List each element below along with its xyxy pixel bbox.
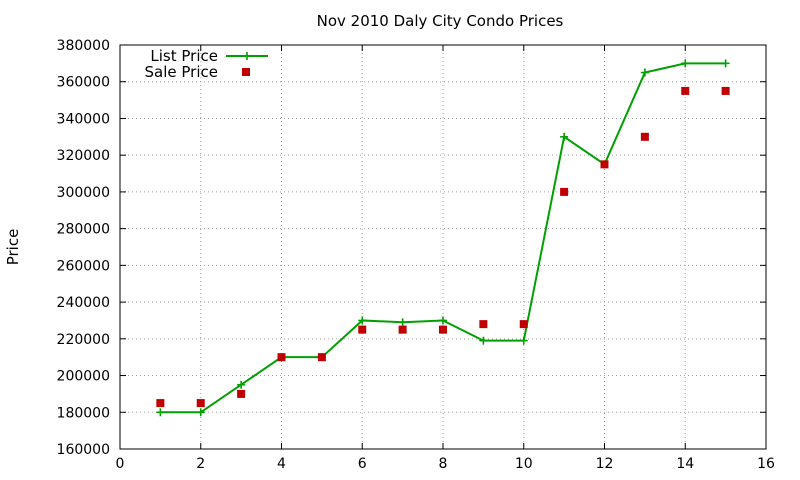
list-price-point xyxy=(358,316,367,325)
y-tick-label: 300000 xyxy=(57,185,110,201)
sale-price-point xyxy=(479,320,488,329)
x-tick-label: 14 xyxy=(676,456,694,472)
sale-price-point xyxy=(640,132,649,141)
x-tick-label: 0 xyxy=(116,456,125,472)
list-price-point xyxy=(196,408,205,417)
chart-title: Nov 2010 Daly City Condo Prices xyxy=(317,12,564,30)
list-price-point xyxy=(398,318,407,327)
sale-price-point xyxy=(317,353,326,362)
sale-price-point xyxy=(156,399,165,408)
sale-price-point xyxy=(560,187,569,196)
legend-square-marker xyxy=(242,68,250,76)
legend-label: List Price xyxy=(150,47,218,65)
x-tick-label: 2 xyxy=(196,456,205,472)
y-axis: 160000 180000 200000 220000 240000 260000 2800… xyxy=(57,38,766,458)
sale-price-point xyxy=(358,325,367,334)
legend-item: List Price xyxy=(150,47,268,65)
x-tick-label: 12 xyxy=(596,456,614,472)
list-price-point xyxy=(640,68,649,77)
x-tick-label: 8 xyxy=(439,456,448,472)
y-tick-label: 320000 xyxy=(57,148,110,164)
y-tick-label: 340000 xyxy=(57,111,110,127)
list-price-point xyxy=(681,59,690,68)
y-tick-label: 280000 xyxy=(57,222,110,238)
x-tick-label: 10 xyxy=(515,456,533,472)
y-tick-label: 360000 xyxy=(57,75,110,91)
sale-price-point xyxy=(519,320,528,329)
plot-series xyxy=(156,59,730,417)
sale-price-point xyxy=(398,325,407,334)
list-price-point xyxy=(439,316,447,325)
y-tick-label: 180000 xyxy=(57,405,110,421)
x-tick-label: 6 xyxy=(358,456,367,472)
sale-price-point xyxy=(237,389,246,398)
sale-price-point xyxy=(721,86,730,95)
grid-lines xyxy=(120,45,766,449)
legend-plus-marker xyxy=(243,52,251,60)
y-tick-label: 200000 xyxy=(57,369,110,385)
x-axis: 0 2 4 6 8 10 12 14 16 xyxy=(116,45,775,472)
y-tick-label: 220000 xyxy=(57,332,110,348)
x-tick-label: 16 xyxy=(757,456,775,472)
list-price-point xyxy=(560,132,569,141)
list-price-point xyxy=(156,408,165,417)
y-tick-label: 240000 xyxy=(57,295,110,311)
legend-item: Sale Price xyxy=(145,63,250,81)
sale-price-point xyxy=(439,325,447,334)
sale-price-point xyxy=(681,86,690,95)
list-price-point xyxy=(519,336,528,345)
list-price-point xyxy=(479,336,488,345)
y-tick-label: 260000 xyxy=(57,258,110,274)
sale-price-point xyxy=(277,353,286,362)
x-tick-label: 4 xyxy=(277,456,286,472)
y-tick-label: 380000 xyxy=(57,38,110,54)
list-price-point xyxy=(237,380,246,389)
y-tick-label: 160000 xyxy=(57,442,110,458)
sale-price-point xyxy=(196,399,205,408)
sale-price-point xyxy=(600,160,609,169)
list-price-point xyxy=(721,59,730,68)
legend-label: Sale Price xyxy=(145,63,218,81)
series-sale-price xyxy=(156,86,730,408)
y-axis-label: Price xyxy=(4,229,22,266)
